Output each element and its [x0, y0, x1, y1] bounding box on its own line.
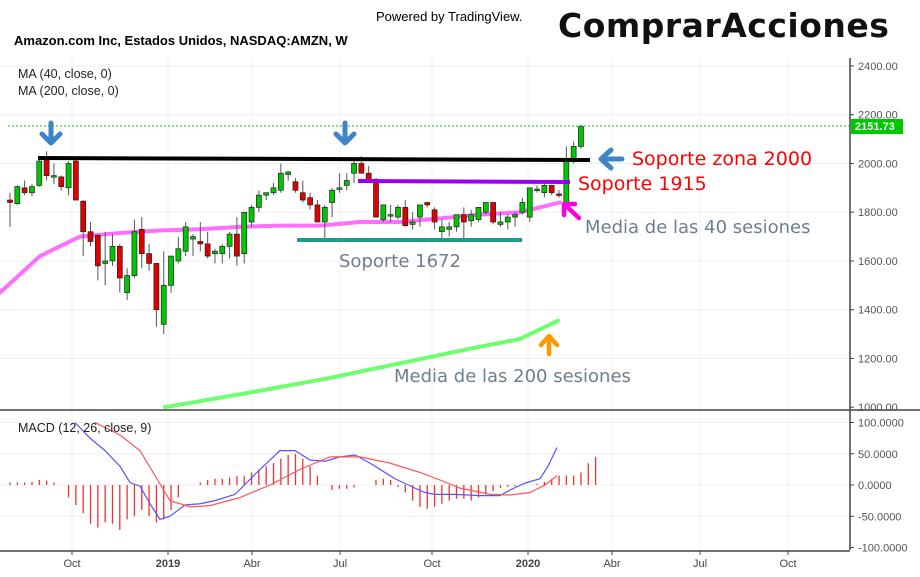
macd-pane [9, 421, 597, 530]
svg-text:-50.0000: -50.0000 [858, 511, 901, 523]
support-lines [37, 156, 591, 242]
svg-text:2200.00: 2200.00 [858, 110, 898, 122]
svg-text:-100.0000: -100.0000 [858, 543, 908, 555]
grid-lines [0, 58, 850, 550]
svg-text:Soporte 1915: Soporte 1915 [578, 173, 707, 195]
svg-text:Oct: Oct [423, 558, 440, 570]
annotation-texts: Soporte zona 2000 Soporte 1915 Media de la… [339, 148, 812, 387]
svg-text:1800.00: 1800.00 [858, 207, 898, 219]
axes: 2400.00 2200.00 2000.00 1800.00 1600.00 1400.… [0, 58, 920, 570]
annotation-arrows [39, 120, 625, 357]
svg-text:Jul: Jul [333, 558, 347, 570]
svg-text:50.0000: 50.0000 [858, 449, 898, 461]
powered-by-text[interactable]: Powered by TradingView. [376, 9, 523, 24]
svg-text:0.0000: 0.0000 [858, 480, 892, 492]
svg-text:1200.00: 1200.00 [858, 353, 898, 365]
svg-text:Abr: Abr [603, 558, 620, 570]
svg-text:2151.73: 2151.73 [855, 121, 895, 133]
svg-text:Soporte zona 2000: Soporte zona 2000 [632, 148, 812, 170]
svg-text:2400.00: 2400.00 [858, 61, 898, 73]
ma200-line [163, 318, 560, 410]
symbol-title: Amazon.com Inc, Estados Unidos, NASDAQ:A… [14, 33, 348, 48]
svg-text:2000.00: 2000.00 [858, 158, 898, 170]
brand-logo: ComprarAcciones [558, 6, 890, 45]
svg-text:Abr: Abr [243, 558, 260, 570]
legend-ma40[interactable]: MA (40, close, 0) [18, 67, 112, 81]
svg-text:100.0000: 100.0000 [858, 418, 904, 430]
svg-text:Soporte 1672: Soporte 1672 [339, 251, 461, 272]
svg-text:2019: 2019 [156, 558, 180, 570]
legend-ma200[interactable]: MA (200, close, 0) [18, 84, 119, 98]
svg-text:Jul: Jul [693, 558, 707, 570]
svg-text:1000.00: 1000.00 [858, 402, 898, 414]
candlestick-series [7, 124, 584, 335]
legend-macd[interactable]: MACD (12, 26, close, 9) [18, 421, 152, 435]
svg-text:1400.00: 1400.00 [858, 305, 898, 317]
svg-text:Media de las 200 sesiones: Media de las 200 sesiones [394, 366, 631, 387]
svg-text:Media de las 40 sesiones: Media de las 40 sesiones [585, 217, 810, 238]
svg-text:Oct: Oct [63, 558, 80, 570]
svg-text:2020: 2020 [516, 558, 540, 570]
svg-text:Oct: Oct [779, 558, 796, 570]
svg-text:1600.00: 1600.00 [858, 256, 898, 268]
